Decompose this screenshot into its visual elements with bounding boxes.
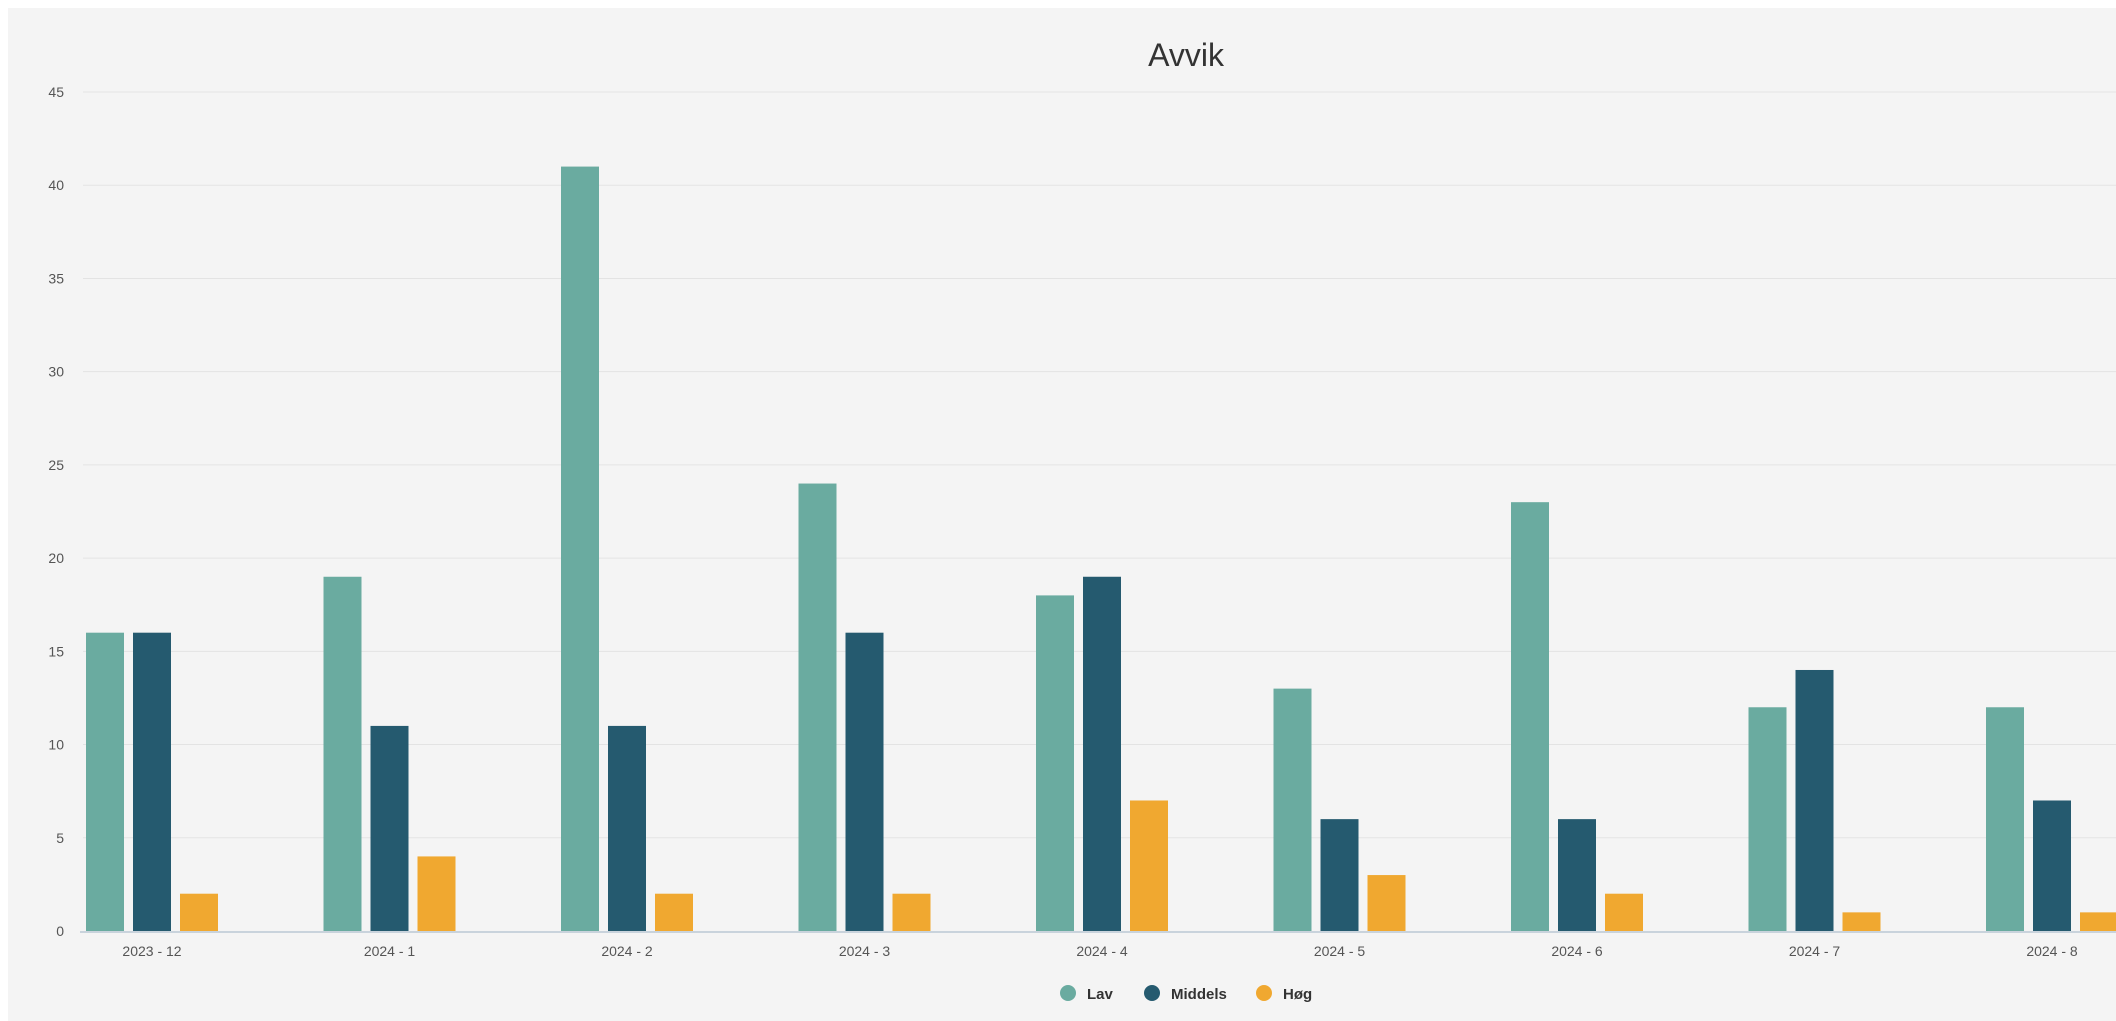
chart-title: Avvik [1148, 37, 1225, 73]
bar-lav-0[interactable] [86, 632, 124, 931]
legend-item-høg[interactable]: Høg [1256, 985, 1312, 1003]
bar-middels-2[interactable] [608, 725, 646, 931]
bar-høg-3[interactable] [892, 893, 931, 931]
bar-lav-6[interactable] [1511, 502, 1549, 931]
bar-middels-6[interactable] [1558, 819, 1596, 931]
x-tick-label: 2024 - 3 [839, 943, 891, 959]
bar-lav-5[interactable] [1273, 688, 1312, 931]
x-tick-label: 2024 - 7 [1789, 943, 1841, 959]
legend-label: Middels [1171, 986, 1227, 1003]
bar-høg-6[interactable] [1605, 893, 1643, 931]
bar-middels-4[interactable] [1083, 576, 1121, 931]
y-tick-label: 20 [48, 550, 64, 566]
x-tick-label: 2024 - 1 [364, 943, 416, 959]
legend-item-middels[interactable]: Middels [1144, 985, 1227, 1003]
bar-høg-2[interactable] [655, 893, 693, 931]
legend-label: Lav [1087, 986, 1114, 1003]
bar-middels-7[interactable] [1795, 669, 1834, 931]
bar-høg-0[interactable] [180, 893, 218, 931]
y-tick-label: 25 [48, 457, 64, 473]
bar-lav-8[interactable] [1986, 707, 2024, 931]
x-tick-label: 2024 - 8 [2026, 943, 2078, 959]
y-tick-label: 0 [56, 923, 64, 939]
legend-marker [1256, 985, 1272, 1001]
bar-lav-3[interactable] [798, 483, 837, 931]
x-axis-ticks: 2023 - 12 2024 - 1 2024 - 2 2024 - 3 2024 - … [122, 943, 2077, 959]
legend-marker [1060, 985, 1076, 1001]
bar-høg-8[interactable] [2080, 912, 2116, 931]
x-tick-label: 2023 - 12 [122, 943, 181, 959]
bar-høg-1[interactable] [417, 856, 456, 931]
x-tick-label: 2024 - 4 [1076, 943, 1128, 959]
y-tick-label: 40 [48, 177, 64, 193]
bar-lav-4[interactable] [1036, 595, 1074, 931]
bar-høg-4[interactable] [1130, 800, 1168, 931]
bars [86, 166, 2116, 932]
y-tick-label: 5 [56, 830, 64, 846]
chart-panel: Avvik 0 5 10 15 20 25 30 35 40 45 2023 - 12 2024 -… [8, 8, 2116, 1021]
x-tick-label: 2024 - 6 [1551, 943, 1603, 959]
bar-middels-5[interactable] [1320, 819, 1359, 931]
bar-chart: Avvik 0 5 10 15 20 25 30 35 40 45 2023 - 12 2024 -… [48, 37, 2116, 1003]
grid-lines [83, 91, 2116, 839]
legend-item-lav[interactable]: Lav [1060, 985, 1114, 1003]
bar-middels-3[interactable] [845, 632, 884, 931]
bar-middels-0[interactable] [133, 632, 171, 931]
y-tick-label: 35 [48, 270, 64, 286]
bar-middels-1[interactable] [370, 725, 409, 931]
bar-lav-7[interactable] [1748, 707, 1787, 931]
legend-label: Høg [1283, 986, 1312, 1003]
bar-middels-8[interactable] [2033, 800, 2071, 931]
bar-høg-5[interactable] [1367, 875, 1406, 931]
bar-lav-2[interactable] [561, 166, 599, 932]
x-tick-label: 2024 - 5 [1314, 943, 1366, 959]
y-tick-label: 15 [48, 643, 64, 659]
bar-høg-7[interactable] [1842, 912, 1881, 931]
legend-marker [1144, 985, 1160, 1001]
x-tick-label: 2024 - 2 [601, 943, 653, 959]
y-axis-ticks: 0 5 10 15 20 25 30 35 40 45 [48, 84, 64, 939]
bar-lav-1[interactable] [323, 576, 362, 931]
y-tick-label: 10 [48, 737, 64, 753]
y-tick-label: 30 [48, 364, 64, 380]
y-tick-label: 45 [48, 84, 64, 100]
legend[interactable]: Lav Middels Høg [1060, 985, 1312, 1003]
